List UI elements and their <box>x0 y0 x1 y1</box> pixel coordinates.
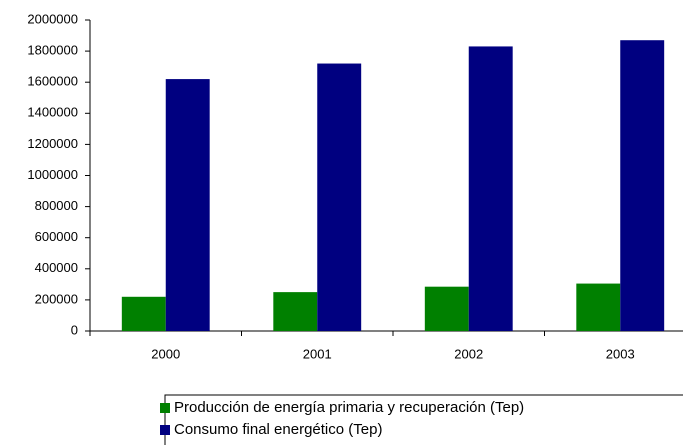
y-tick-label: 0 <box>71 322 78 337</box>
bar <box>576 283 621 331</box>
x-tick-label: 2000 <box>151 346 180 361</box>
y-tick-label: 400000 <box>35 260 78 275</box>
bar <box>273 292 318 331</box>
bar <box>424 286 469 331</box>
bar <box>317 63 362 331</box>
y-tick-label: 600000 <box>35 229 78 244</box>
y-tick-label: 800000 <box>35 198 78 213</box>
y-tick-label: 1000000 <box>27 167 78 182</box>
x-tick-label: 2001 <box>303 346 332 361</box>
bar <box>121 296 166 331</box>
y-tick-label: 1400000 <box>27 105 78 120</box>
legend-label: Producción de energía primaria y recuper… <box>174 399 524 416</box>
y-tick-label: 1600000 <box>27 74 78 89</box>
y-tick-label: 1800000 <box>27 43 78 58</box>
bar <box>165 79 210 331</box>
bar <box>620 40 665 332</box>
x-tick-label: 2003 <box>606 346 635 361</box>
legend-swatch <box>160 403 170 413</box>
legend-label: Consumo final energético (Tep) <box>174 421 382 438</box>
y-tick-label: 2000000 <box>27 11 78 26</box>
x-tick-label: 2002 <box>454 346 483 361</box>
legend-swatch <box>160 425 170 435</box>
y-tick-label: 1200000 <box>27 136 78 151</box>
y-tick-label: 200000 <box>35 291 78 306</box>
legend-box <box>164 394 683 445</box>
bar <box>468 46 513 332</box>
